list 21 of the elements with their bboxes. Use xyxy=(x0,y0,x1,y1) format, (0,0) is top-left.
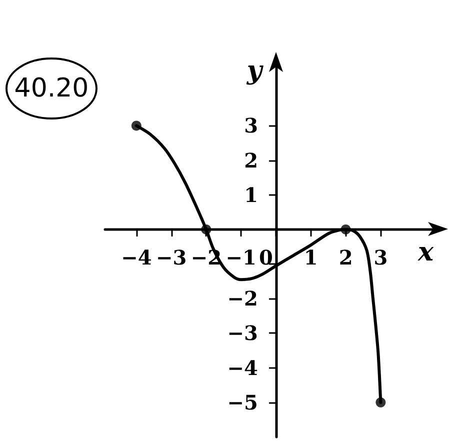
x-tick-label: 0 xyxy=(259,245,273,270)
y-tick-label: −5 xyxy=(227,390,258,414)
x-tick-label: 2 xyxy=(338,245,353,270)
text: 40.20 xyxy=(14,74,89,104)
x-tick-label: 3 xyxy=(374,245,388,270)
y-tick-label: 2 xyxy=(244,148,258,172)
y-tick-label: 3 xyxy=(244,114,258,138)
x-tick-label: −3 xyxy=(156,245,187,270)
x-axis-title: x xyxy=(417,237,434,268)
point xyxy=(376,397,386,408)
point xyxy=(201,224,212,234)
point xyxy=(131,120,142,131)
y-axis-title: y xyxy=(246,56,264,86)
x-tick-label: 1 xyxy=(304,245,318,270)
y-tick-label: 1 xyxy=(244,182,258,207)
x-tick-label: −1 xyxy=(226,245,256,270)
y-tick-label: −3 xyxy=(227,321,258,346)
point xyxy=(340,224,351,234)
y-tick-label: −4 xyxy=(227,356,258,380)
x-tick-label: −4 xyxy=(121,245,152,270)
y-tick-label: −2 xyxy=(227,286,258,311)
